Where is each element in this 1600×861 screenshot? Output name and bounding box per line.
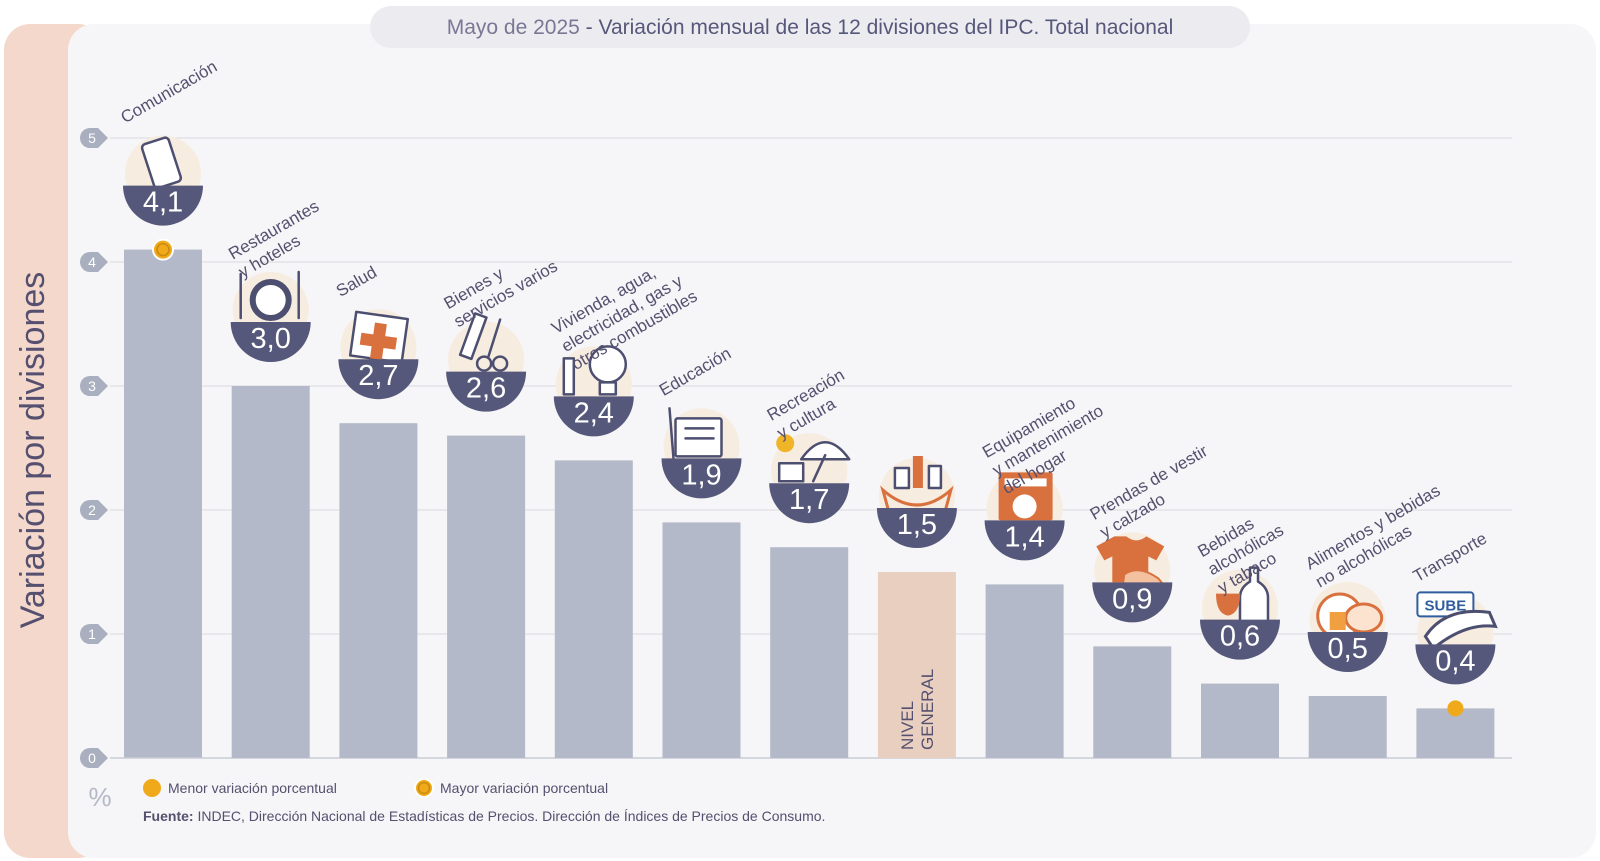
value-badge [338, 359, 419, 400]
y-tick-label: 5 [88, 130, 96, 146]
value-badge [446, 371, 527, 412]
value-badge [230, 322, 311, 362]
bar-general-level [877, 572, 956, 758]
legend: Menor variación porcentual Mayor variaci… [143, 778, 608, 798]
value-label: 1,4 [1004, 521, 1044, 553]
value-label: 0,5 [1328, 633, 1368, 665]
y-tick-label: 2 [88, 502, 96, 518]
y-axis-label: Variación por divisiones [14, 272, 52, 629]
max-marker [152, 238, 174, 261]
y-tick-marker [80, 500, 108, 520]
y-tick-label: 4 [88, 254, 96, 270]
bar [1093, 646, 1172, 758]
bar [447, 435, 526, 758]
y-tick-marker [80, 624, 108, 644]
source-note: Fuente: INDEC, Dirección Nacional de Est… [143, 808, 825, 824]
y-tick-label: 0 [88, 750, 96, 766]
legend-min-marker [143, 779, 161, 797]
value-label: 3,0 [251, 323, 291, 355]
value-label: 2,7 [358, 360, 398, 392]
legend-max-label: Mayor variación porcentual [440, 780, 608, 796]
legend-max-marker-ring [417, 781, 431, 795]
bar [985, 584, 1064, 758]
bar [770, 547, 849, 758]
y-tick-marker [80, 748, 108, 768]
category-label-general: GENERAL [918, 669, 937, 750]
source-label: Fuente: [143, 808, 194, 824]
y-tick-label: 3 [88, 378, 96, 394]
value-label: 0,6 [1220, 621, 1260, 653]
category-label-general: NIVEL [898, 701, 917, 750]
value-badge [1307, 632, 1388, 672]
value-label: 4,1 [143, 187, 183, 219]
title-pill [370, 6, 1250, 48]
value-label: 0,4 [1435, 645, 1475, 677]
value-badge [984, 520, 1065, 561]
bar [124, 249, 202, 758]
value-label: 1,5 [897, 509, 937, 541]
y-tick-marker [80, 128, 108, 148]
value-label: 2,4 [574, 397, 614, 429]
min-marker [1447, 700, 1464, 717]
legend-min-label: Menor variación porcentual [168, 780, 337, 796]
bar [339, 423, 418, 758]
value-badge [1200, 619, 1280, 660]
max-marker-ring [156, 242, 170, 257]
value-label: 1,7 [789, 484, 829, 516]
source-text: INDEC, Dirección Nacional de Estadística… [194, 808, 826, 824]
value-badge [661, 458, 742, 499]
value-badge [1092, 582, 1173, 623]
value-label: 0,9 [1112, 583, 1152, 615]
title-text: Variación mensual de las 12 divisiones d… [599, 16, 1174, 39]
y-tick-label: 1 [88, 626, 96, 642]
value-badge [876, 508, 957, 548]
bar [1201, 683, 1279, 758]
bar [662, 522, 741, 758]
value-badge [769, 483, 850, 524]
unit-label: % [88, 782, 111, 812]
bar [554, 460, 633, 758]
value-label: 1,9 [681, 459, 721, 491]
value-badge [123, 185, 203, 226]
y-tick-marker [80, 252, 108, 272]
sube-card-text: SUBE [1425, 597, 1467, 614]
bar [231, 386, 310, 758]
y-tick-marker [80, 376, 108, 396]
bar [1416, 708, 1495, 758]
title-separator: - [580, 16, 599, 39]
page-title: Mayo de 2025 - Variación mensual de las … [447, 16, 1174, 39]
value-badge [1415, 644, 1496, 685]
value-badge [553, 396, 634, 437]
bars-layer [110, 249, 1512, 759]
legend-max-marker [414, 778, 434, 798]
title-date: Mayo de 2025 [447, 16, 580, 39]
bar [1308, 696, 1387, 758]
value-label: 2,6 [466, 373, 506, 405]
